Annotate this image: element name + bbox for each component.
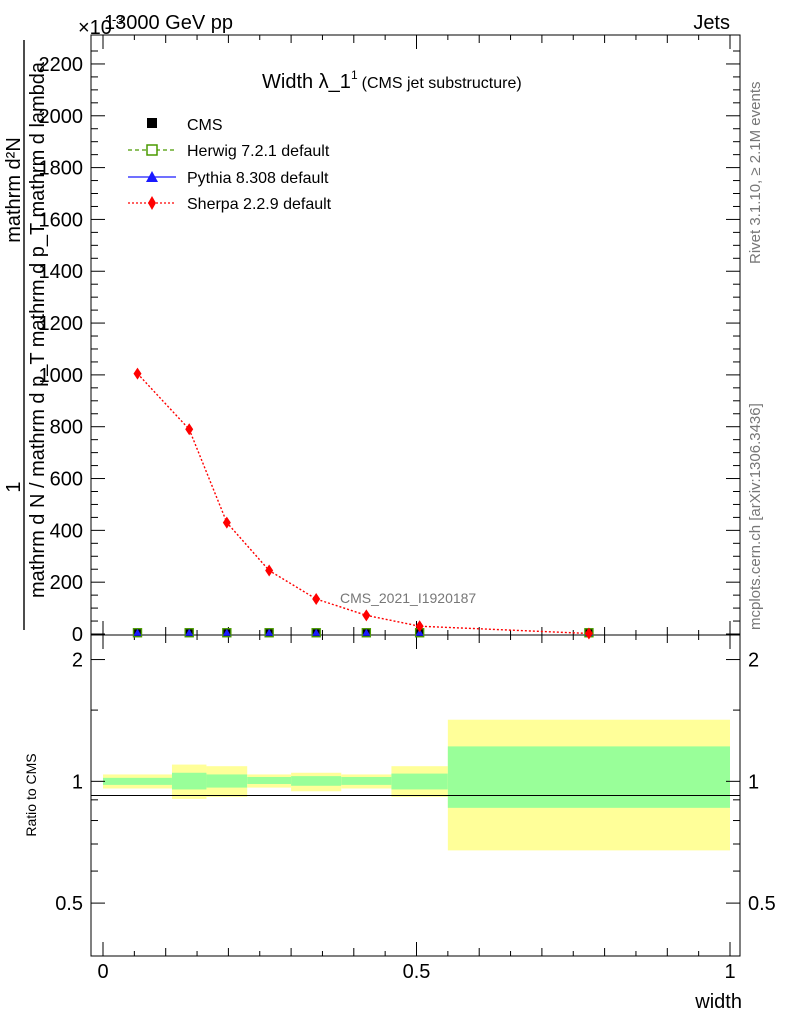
- sherpa-point: [222, 516, 231, 529]
- x-axis-label: width: [694, 991, 742, 1013]
- y-label-top: 1: [3, 481, 25, 492]
- ratio-band-green: [171, 772, 207, 790]
- pythia-point: [362, 628, 371, 636]
- pythia-point: [415, 628, 424, 636]
- y-tick-label: 1400: [39, 261, 84, 283]
- y-tick-label: 1200: [39, 313, 84, 335]
- energy-label: 13000 GeV pp: [104, 12, 233, 34]
- y-tick-label: 1600: [39, 209, 84, 231]
- y-tick-label: 2200: [39, 54, 84, 76]
- main-y-axis-label: 1 mathrm d²N mathrm d N / mathrm d p_T m…: [3, 40, 49, 630]
- ratio-band-green: [341, 776, 392, 785]
- y-tick-label: 1000: [39, 365, 84, 387]
- sherpa-point: [415, 620, 424, 633]
- ratio-y-tick-label: 2: [72, 650, 83, 672]
- ratio-band-green: [247, 776, 292, 784]
- ratio-band-green: [291, 776, 342, 786]
- sherpa-point: [362, 609, 371, 622]
- legend-marker-herwig: [146, 144, 158, 156]
- ratio-band-green: [103, 777, 172, 785]
- legend: CMS Herwig 7.2.1 default Pythia 8.308 de…: [128, 117, 332, 213]
- pythia-point: [133, 628, 142, 636]
- sherpa-point: [265, 564, 274, 577]
- ratio-y-tick-label: 1: [72, 771, 83, 793]
- ratio-y-tick-label: 2: [748, 650, 759, 672]
- ratio-y-tick-label: 1: [748, 771, 759, 793]
- pythia-point: [185, 628, 194, 636]
- ratio-y-tick-label: 0.5: [55, 893, 83, 915]
- legend-label-cms: CMS: [187, 117, 223, 134]
- legend-label-herwig: Herwig 7.2.1 default: [187, 143, 330, 160]
- legend-marker-pythia: [146, 171, 158, 182]
- sherpa-point: [584, 627, 593, 640]
- legend-marker-sherpa: [148, 196, 156, 210]
- y-label-mid: mathrm d²N: [3, 137, 25, 243]
- analysis-watermark: CMS_2021_I1920187: [340, 590, 476, 606]
- axis-ticks: 0200400600800100012001400160018002000220…: [39, 35, 776, 983]
- rivet-label: Rivet 3.1.10, ≥ 2.1M events: [747, 82, 764, 265]
- x-tick-label: 0.5: [403, 961, 431, 983]
- x-tick-label: 0: [97, 961, 108, 983]
- ratio-y-label: Ratio to CMS: [23, 753, 39, 836]
- x-tick-label: 1: [724, 961, 735, 983]
- y-tick-label: 2000: [39, 106, 84, 128]
- pythia-point: [312, 628, 321, 636]
- sherpa-point: [185, 423, 194, 436]
- legend-marker-cms: [147, 118, 157, 128]
- y-tick-label: 0: [72, 624, 83, 646]
- exponent-label: ×10-3: [78, 12, 124, 39]
- jets-label: Jets: [693, 12, 730, 34]
- ratio-band-green: [391, 773, 448, 790]
- legend-label-pythia: Pythia 8.308 default: [187, 170, 329, 187]
- y-label-bottom: mathrm d N / mathrm d p_T mathrm d p_T m…: [27, 61, 49, 598]
- legend-label-sherpa: Sherpa 2.2.9 default: [187, 196, 332, 213]
- sherpa-point: [312, 593, 321, 606]
- y-tick-label: 400: [50, 520, 83, 542]
- ratio-y-tick-label: 0.5: [748, 893, 776, 915]
- y-tick-label: 600: [50, 469, 83, 491]
- mcplots-label: mcplots.cern.ch [arXiv:1306.3436]: [747, 403, 764, 630]
- ratio-band-green: [206, 774, 248, 788]
- ratio-bands: [103, 719, 730, 851]
- sherpa-line: [136, 373, 589, 635]
- y-tick-label: 1800: [39, 158, 84, 180]
- y-tick-label: 800: [50, 417, 83, 439]
- ratio-band-green: [447, 746, 730, 808]
- pythia-point: [222, 628, 231, 636]
- plot-title: Width λ_11 (CMS jet substructure): [262, 68, 522, 93]
- y-tick-label: 200: [50, 572, 83, 594]
- sherpa-point: [133, 367, 142, 380]
- main-series: [132, 367, 594, 640]
- pythia-point: [265, 628, 274, 636]
